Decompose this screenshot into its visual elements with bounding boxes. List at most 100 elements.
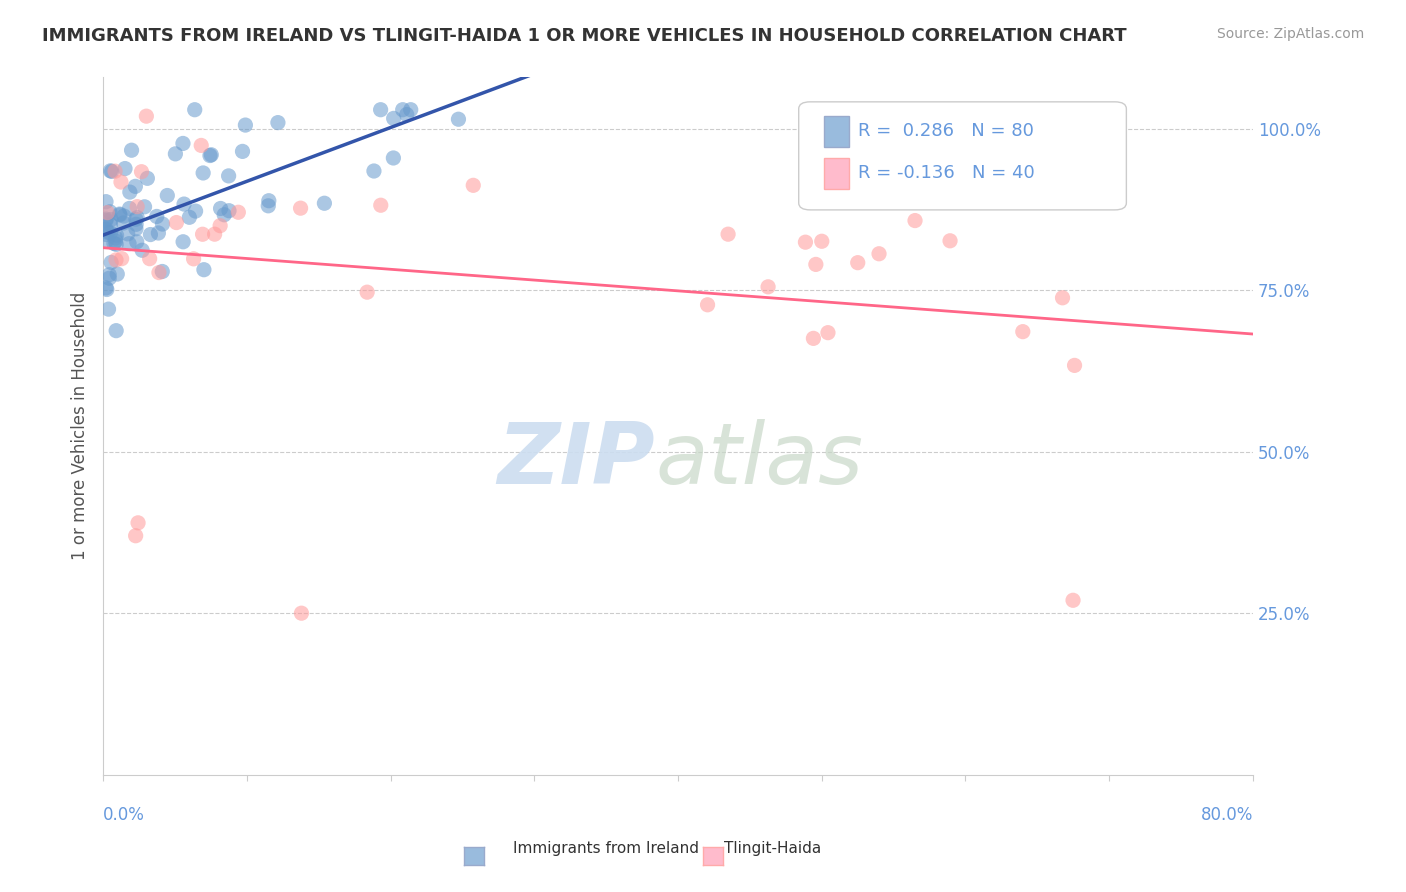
Point — [209, 219, 232, 233]
Point — [98, 204, 121, 219]
Point — [124, 529, 146, 543]
Point — [104, 252, 127, 267]
Point — [1052, 291, 1074, 305]
Text: IMMIGRANTS FROM IRELAND VS TLINGIT-HAIDA 1 OR MORE VEHICLES IN HOUSEHOLD CORRELA: IMMIGRANTS FROM IRELAND VS TLINGIT-HAIDA… — [42, 27, 1126, 45]
Point — [939, 234, 962, 248]
Point — [803, 331, 825, 345]
Point — [134, 200, 156, 214]
Text: Immigrants from Ireland: Immigrants from Ireland — [513, 841, 699, 856]
Point — [98, 268, 121, 282]
Point — [172, 136, 194, 151]
Point — [121, 143, 143, 157]
Point — [104, 164, 127, 178]
Point — [108, 208, 131, 222]
Point — [125, 212, 148, 227]
Point — [139, 227, 162, 242]
Point — [198, 148, 221, 162]
Point — [125, 217, 148, 231]
Text: 80.0%: 80.0% — [1201, 806, 1253, 824]
Point — [817, 326, 839, 340]
Point — [794, 235, 817, 250]
Point — [152, 217, 174, 231]
Point — [131, 244, 153, 258]
Point — [395, 107, 418, 121]
Point — [103, 236, 125, 251]
Point — [125, 221, 148, 235]
Point — [165, 146, 187, 161]
Point — [868, 246, 890, 260]
Text: R =  0.286   N = 80: R = 0.286 N = 80 — [859, 122, 1035, 140]
Point — [184, 204, 207, 219]
Point — [382, 151, 405, 165]
Y-axis label: 1 or more Vehicles in Household: 1 or more Vehicles in Household — [72, 292, 89, 560]
Point — [94, 212, 117, 227]
Point — [98, 226, 121, 240]
Point — [290, 606, 312, 620]
Point — [104, 231, 127, 245]
Point — [124, 179, 146, 194]
Point — [148, 226, 170, 240]
Point — [118, 236, 141, 251]
Point — [191, 166, 214, 180]
Text: atlas: atlas — [655, 419, 863, 502]
Point — [165, 216, 187, 230]
Point — [94, 281, 117, 295]
Point — [179, 211, 201, 225]
Point — [228, 205, 250, 219]
Point — [114, 161, 136, 176]
Point — [190, 138, 212, 153]
Point — [94, 222, 117, 236]
Point — [118, 185, 141, 199]
Point — [290, 201, 312, 215]
Point — [112, 209, 135, 223]
Point — [125, 235, 148, 249]
Point — [148, 266, 170, 280]
Point — [212, 208, 235, 222]
Point — [138, 252, 160, 266]
Point — [127, 211, 149, 225]
Point — [846, 255, 869, 269]
Point — [314, 196, 336, 211]
Point — [218, 169, 240, 183]
Point — [193, 262, 215, 277]
Text: Tlingit-Haida: Tlingit-Haida — [724, 841, 821, 856]
Point — [200, 148, 222, 162]
Point — [100, 218, 122, 232]
Point — [105, 237, 128, 252]
Point — [399, 103, 422, 117]
Point — [173, 197, 195, 211]
Point — [717, 227, 740, 242]
Point — [96, 283, 118, 297]
FancyBboxPatch shape — [799, 102, 1126, 210]
Point — [94, 213, 117, 227]
Point — [100, 164, 122, 178]
Point — [110, 175, 132, 189]
Point — [363, 164, 385, 178]
Point — [136, 171, 159, 186]
Point — [94, 227, 117, 242]
Point — [94, 194, 117, 209]
Text: R = -0.136   N = 40: R = -0.136 N = 40 — [859, 164, 1035, 182]
Point — [231, 145, 253, 159]
Point — [183, 103, 205, 117]
Point — [1063, 359, 1085, 373]
Text: ZIP: ZIP — [498, 419, 655, 502]
Text: 0.0%: 0.0% — [103, 806, 145, 824]
Point — [112, 216, 135, 230]
Point — [756, 280, 779, 294]
Point — [382, 112, 405, 126]
Point — [696, 298, 718, 312]
Point — [96, 205, 118, 219]
Point — [257, 199, 280, 213]
Point — [370, 198, 392, 212]
Point — [127, 200, 149, 214]
Point — [235, 118, 257, 132]
Point — [156, 188, 179, 202]
Point — [1011, 325, 1033, 339]
Point — [105, 267, 128, 281]
Point — [105, 324, 128, 338]
Point — [804, 257, 827, 271]
Text: Source: ZipAtlas.com: Source: ZipAtlas.com — [1216, 27, 1364, 41]
Point — [257, 194, 280, 208]
Point — [135, 109, 157, 123]
